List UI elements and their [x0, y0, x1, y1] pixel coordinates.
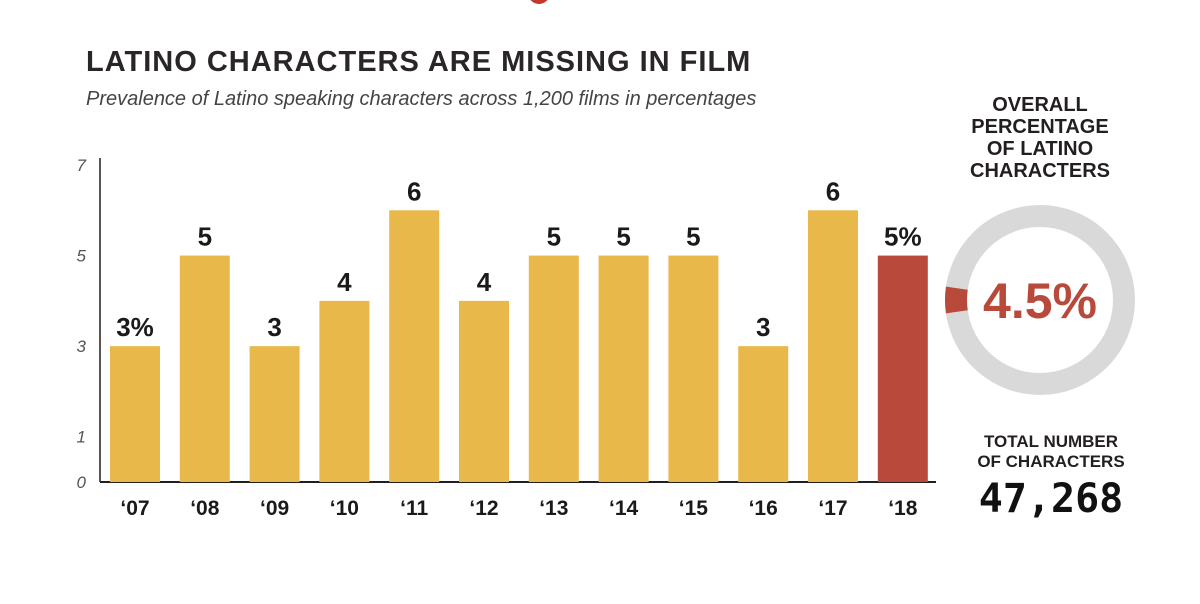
x-tick-label: ‘17	[818, 497, 847, 520]
bar-value-label: 6	[826, 176, 840, 206]
x-tick-label: ‘10	[330, 497, 359, 520]
bar-value-label: 5	[686, 222, 700, 252]
total-label-line: OF CHARACTERS	[977, 452, 1125, 471]
chart-title: LATINO CHARACTERS ARE MISSING IN FILM	[86, 46, 752, 78]
x-tick-label: ‘09	[260, 497, 289, 520]
bar-value-label: 3%	[116, 312, 154, 342]
total-characters-value: 47,268	[978, 476, 1124, 522]
overall-title-line: CHARACTERS	[970, 160, 1110, 182]
bar-value-label: 4	[477, 267, 492, 297]
bar	[808, 210, 858, 483]
x-tick-label: ‘12	[469, 497, 498, 520]
bar-value-label: 5	[547, 222, 561, 252]
x-tick-label: ‘08	[190, 497, 220, 520]
overall-title-line: OVERALL	[992, 94, 1088, 116]
bar-value-label: 6	[407, 176, 421, 206]
x-tick-label: ‘16	[749, 497, 778, 520]
bar	[389, 210, 440, 483]
bar	[877, 255, 928, 482]
y-tick-label: 1	[77, 428, 86, 447]
bar-chart: 0 1 3 5 7 3% ‘07 5 ‘08 3 ‘09 4 ‘10 6 ‘11 4 ‘12 5 ‘13 5 ‘14 5 ‘…	[77, 156, 936, 520]
total-label-line: TOTAL NUMBER	[983, 432, 1119, 451]
overall-title-line: OF LATINO	[986, 138, 1094, 160]
bar	[598, 255, 649, 482]
y-tick-label: 3	[77, 337, 87, 356]
bar-value-label: 4	[337, 267, 352, 297]
bar-value-label: 5	[616, 222, 630, 252]
total-characters-label: TOTAL NUMBER OF CHARACTERS	[940, 432, 1162, 472]
y-tick-label: 5	[77, 247, 87, 266]
x-tick-label: ‘15	[679, 497, 709, 520]
x-tick-label: ‘11	[400, 497, 428, 520]
bar	[528, 255, 579, 482]
bar	[319, 300, 370, 482]
overall-percentage-value: 4.5%	[983, 273, 1097, 329]
bar	[459, 300, 509, 482]
y-tick-label: 0	[77, 473, 87, 492]
y-tick-label: 7	[77, 156, 87, 175]
bar-value-label: 5	[198, 222, 212, 252]
x-tick-label: ‘18	[888, 497, 918, 520]
bar-value-label: 5%	[884, 222, 922, 252]
donut-highlight-segment	[945, 286, 968, 314]
bar	[738, 346, 789, 482]
bar	[179, 255, 230, 482]
bar	[249, 346, 300, 482]
overall-percentage-donut: 4.5%	[945, 205, 1135, 395]
top-accent-mark	[528, 0, 550, 4]
overall-title-line: PERCENTAGE	[971, 116, 1109, 138]
x-tick-label: ‘13	[539, 497, 568, 520]
x-tick-label: ‘14	[609, 497, 639, 520]
bar	[110, 346, 160, 482]
bar-value-label: 3	[756, 312, 770, 342]
chart-subtitle: Prevalence of Latino speaking characters…	[86, 88, 757, 110]
bar-value-label: 3	[267, 312, 281, 342]
overall-percentage-title: OVERALL PERCENTAGE OF LATINO CHARACTERS	[940, 94, 1140, 182]
x-tick-label: ‘07	[120, 497, 149, 520]
bar	[668, 255, 719, 482]
